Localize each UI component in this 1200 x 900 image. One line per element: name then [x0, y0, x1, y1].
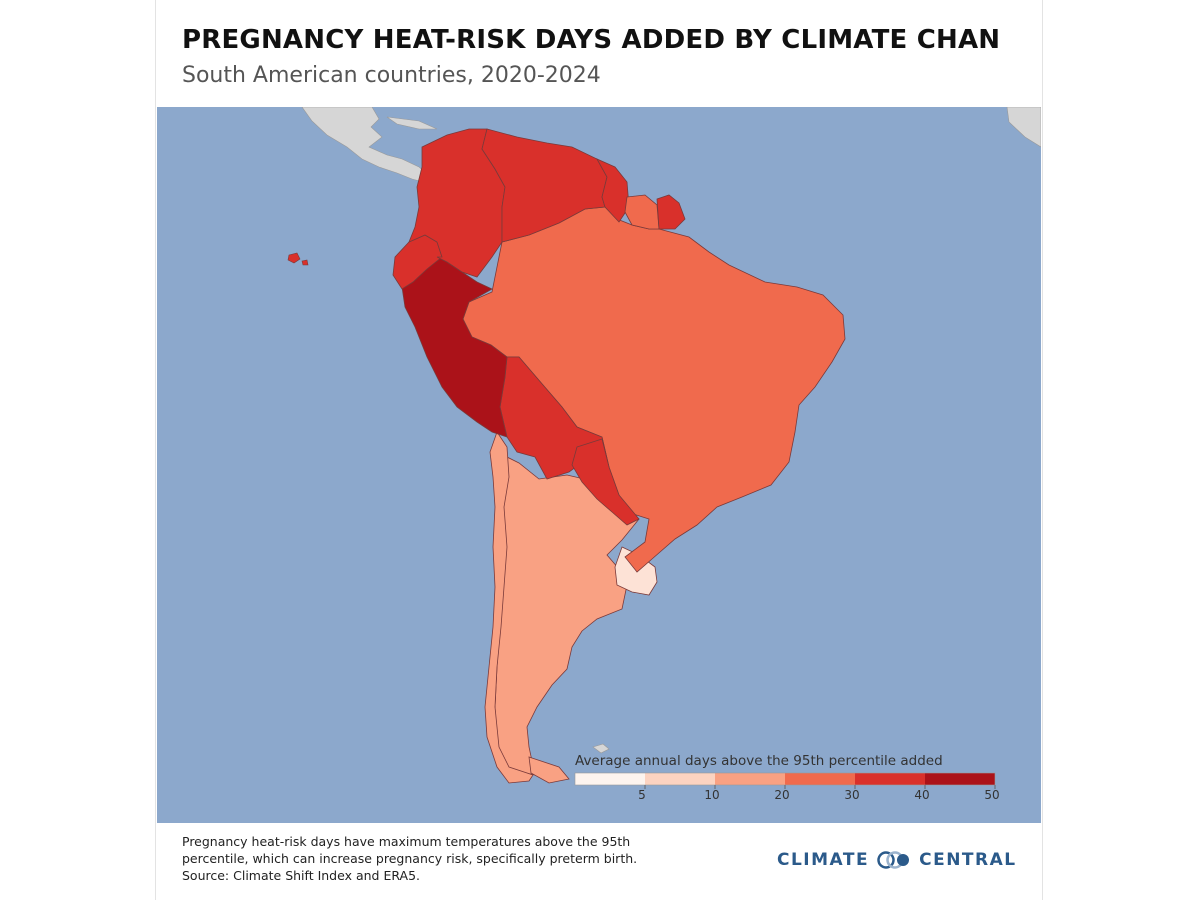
choropleth-map: Average annual days above the 95th perce…	[157, 107, 1041, 823]
legend-bin	[575, 773, 645, 785]
legend-bin	[645, 773, 715, 785]
legend-tick-label: 5	[638, 788, 646, 802]
legend-bin	[925, 773, 995, 785]
legend-tick-label: 30	[844, 788, 859, 802]
legend: Average annual days above the 95th perce…	[574, 753, 1000, 802]
chile	[484, 431, 534, 784]
guyana	[596, 158, 630, 223]
map-area: Average annual days above the 95th perce…	[157, 107, 1041, 823]
footnote-line-1: Pregnancy heat-risk days have maximum te…	[182, 834, 631, 849]
tierra-del-fuego	[528, 756, 570, 784]
chart-card: PREGNANCY HEAT-RISK DAYS ADDED BY CLIMAT…	[155, 0, 1043, 900]
legend-tick-label: 10	[704, 788, 719, 802]
africa-corner	[1006, 107, 1041, 148]
footnote: Pregnancy heat-risk days have maximum te…	[182, 833, 742, 884]
french-guiana	[656, 194, 686, 230]
legend-bin	[785, 773, 855, 785]
legend-tick-label: 50	[984, 788, 999, 802]
brand-right: CENTRAL	[919, 850, 1017, 870]
climate-central-logo: CLIMATE CENTRAL	[777, 850, 1017, 870]
venezuela	[481, 128, 608, 243]
brand-rings-icon	[877, 851, 910, 869]
legend-tick-label: 20	[774, 788, 789, 802]
brand-left: CLIMATE	[777, 850, 870, 870]
map-title: PREGNANCY HEAT-RISK DAYS ADDED BY CLIMAT…	[182, 25, 1001, 55]
footnote-line-2: percentile, which can increase pregnancy…	[182, 851, 638, 866]
cuba-island	[386, 116, 438, 130]
legend-bin	[715, 773, 785, 785]
legend-tick-label: 40	[914, 788, 929, 802]
paraguay	[571, 438, 640, 526]
legend-bin	[855, 773, 925, 785]
suriname	[624, 194, 660, 230]
legend-title: Average annual days above the 95th perce…	[575, 753, 943, 769]
galapagos-islands	[287, 252, 309, 266]
map-subtitle: South American countries, 2020-2024	[182, 63, 601, 88]
falkland-islands	[592, 743, 610, 754]
footnote-source: Source: Climate Shift Index and ERA5.	[182, 868, 421, 883]
